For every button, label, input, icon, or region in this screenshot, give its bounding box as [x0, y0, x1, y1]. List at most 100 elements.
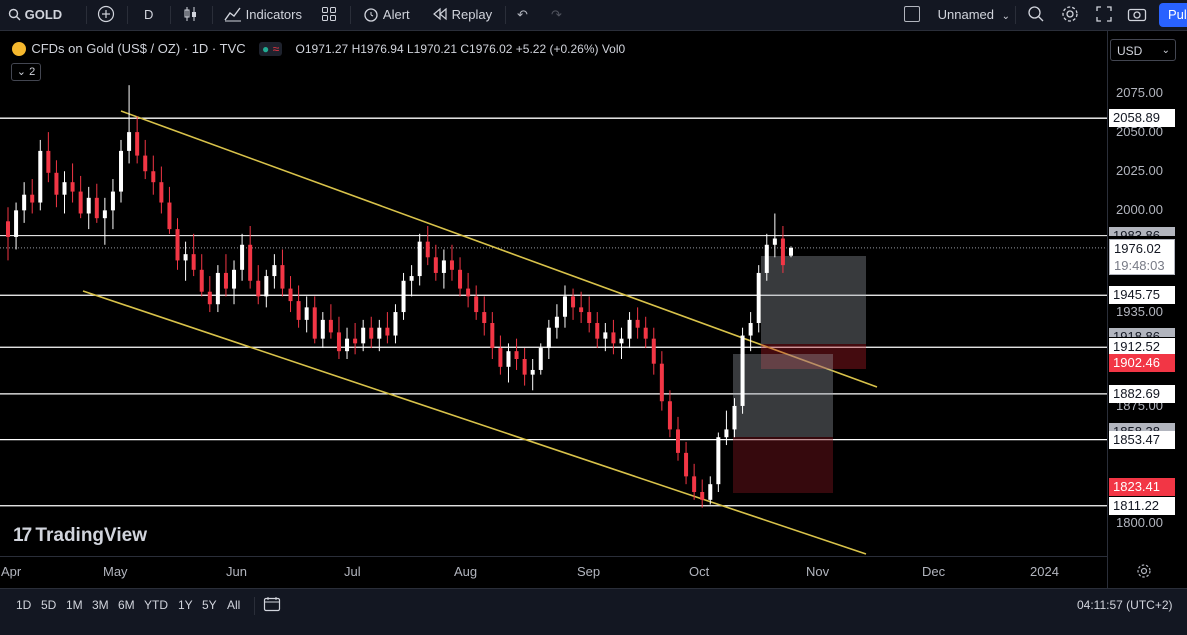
- candle-body[interactable]: [756, 272, 761, 324]
- candle-body[interactable]: [312, 307, 317, 339]
- candle-body[interactable]: [635, 319, 640, 328]
- candle-body[interactable]: [506, 351, 511, 367]
- candle-body[interactable]: [248, 244, 253, 281]
- candle-body[interactable]: [256, 280, 261, 297]
- candle-body[interactable]: [490, 323, 495, 349]
- currency-selector[interactable]: USD ⌄: [1110, 39, 1176, 61]
- candle-body[interactable]: [320, 319, 325, 339]
- candle-body[interactable]: [692, 476, 697, 492]
- candle-body[interactable]: [385, 327, 390, 336]
- candle-body[interactable]: [546, 327, 551, 349]
- candle-body[interactable]: [199, 269, 204, 292]
- candle-body[interactable]: [708, 484, 713, 500]
- candle-body[interactable]: [772, 238, 777, 245]
- candle-body[interactable]: [651, 338, 656, 364]
- candle-body[interactable]: [143, 155, 148, 172]
- candle-body[interactable]: [38, 150, 43, 203]
- candle-body[interactable]: [151, 171, 156, 183]
- long-position-target-zone[interactable]: [733, 354, 833, 437]
- candle-body[interactable]: [328, 319, 333, 333]
- candle-body[interactable]: [538, 348, 543, 370]
- candle-body[interactable]: [643, 327, 648, 339]
- candle-body[interactable]: [458, 269, 463, 289]
- candle-body[interactable]: [595, 323, 600, 339]
- candle-body[interactable]: [700, 491, 705, 500]
- undo-button[interactable]: ↶: [517, 0, 528, 30]
- candle-body[interactable]: [667, 401, 672, 430]
- range-button-3m[interactable]: 3M: [92, 598, 109, 612]
- replay-button[interactable]: Replay: [432, 0, 492, 30]
- candle-body[interactable]: [288, 288, 293, 302]
- candle-body[interactable]: [54, 172, 59, 195]
- candle-body[interactable]: [498, 348, 503, 367]
- candle-body[interactable]: [393, 312, 398, 336]
- candle-body[interactable]: [611, 332, 616, 344]
- candle-body[interactable]: [740, 335, 745, 406]
- templates-button[interactable]: [321, 0, 337, 30]
- candle-body[interactable]: [724, 429, 729, 438]
- candle-body[interactable]: [223, 272, 228, 289]
- candle-body[interactable]: [6, 221, 10, 237]
- candle-body[interactable]: [345, 338, 350, 352]
- candle-body[interactable]: [30, 194, 35, 203]
- candle-body[interactable]: [94, 197, 99, 219]
- candle-body[interactable]: [215, 272, 220, 305]
- alert-button[interactable]: Alert: [362, 0, 410, 30]
- settings-button[interactable]: [1061, 0, 1079, 30]
- candle-body[interactable]: [86, 197, 91, 214]
- interval-button[interactable]: D: [144, 7, 154, 22]
- candle-body[interactable]: [764, 244, 769, 273]
- candle-body[interactable]: [401, 280, 406, 313]
- layout-menu[interactable]: Unnamed ⌄: [904, 0, 1010, 30]
- indicators-button[interactable]: Indicators: [224, 0, 302, 30]
- candle-body[interactable]: [732, 405, 737, 430]
- candle-body[interactable]: [135, 132, 140, 156]
- candle-body[interactable]: [46, 150, 51, 173]
- candle-body[interactable]: [554, 316, 559, 328]
- long-position-target-zone[interactable]: [761, 256, 866, 344]
- candle-body[interactable]: [603, 332, 608, 339]
- candle-body[interactable]: [207, 291, 212, 305]
- candle-body[interactable]: [119, 150, 124, 192]
- candle-body[interactable]: [579, 307, 584, 313]
- candle-body[interactable]: [619, 338, 624, 344]
- range-button-5y[interactable]: 5Y: [202, 598, 217, 612]
- candle-body[interactable]: [716, 437, 721, 485]
- candle-body[interactable]: [110, 191, 115, 211]
- candle-body[interactable]: [530, 369, 535, 375]
- publish-button[interactable]: Pul: [1159, 3, 1187, 27]
- candle-body[interactable]: [14, 210, 19, 237]
- candle-body[interactable]: [191, 254, 196, 270]
- candle-body[interactable]: [167, 202, 172, 230]
- candle-body[interactable]: [280, 265, 285, 289]
- candle-body[interactable]: [449, 260, 454, 270]
- candle-body[interactable]: [425, 241, 430, 258]
- range-button-ytd[interactable]: YTD: [144, 598, 168, 612]
- candle-body[interactable]: [272, 265, 277, 277]
- range-button-6m[interactable]: 6M: [118, 598, 135, 612]
- candle-body[interactable]: [102, 210, 107, 219]
- candle-body[interactable]: [304, 307, 309, 320]
- symbol-search[interactable]: GOLD: [8, 0, 62, 30]
- candle-body[interactable]: [22, 194, 27, 211]
- candle-body[interactable]: [369, 327, 374, 339]
- range-button-1y[interactable]: 1Y: [178, 598, 193, 612]
- axis-settings-button[interactable]: [1136, 563, 1152, 584]
- candle-body[interactable]: [514, 351, 519, 359]
- candle-body[interactable]: [417, 241, 422, 277]
- candle-body[interactable]: [232, 269, 237, 289]
- candle-body[interactable]: [441, 260, 446, 273]
- candle-body[interactable]: [159, 182, 164, 203]
- candle-body[interactable]: [627, 319, 632, 339]
- candle-body[interactable]: [482, 312, 487, 324]
- long-position-stop-zone[interactable]: [733, 437, 833, 493]
- candle-body[interactable]: [353, 338, 358, 344]
- range-button-5d[interactable]: 5D: [41, 598, 57, 612]
- date-range-button[interactable]: [263, 596, 281, 617]
- candle-body[interactable]: [587, 312, 592, 324]
- candle-body[interactable]: [789, 247, 793, 256]
- candle-body[interactable]: [522, 358, 527, 375]
- candle-body[interactable]: [562, 296, 567, 317]
- compare-button[interactable]: [97, 0, 115, 30]
- chart-type-button[interactable]: [183, 0, 199, 30]
